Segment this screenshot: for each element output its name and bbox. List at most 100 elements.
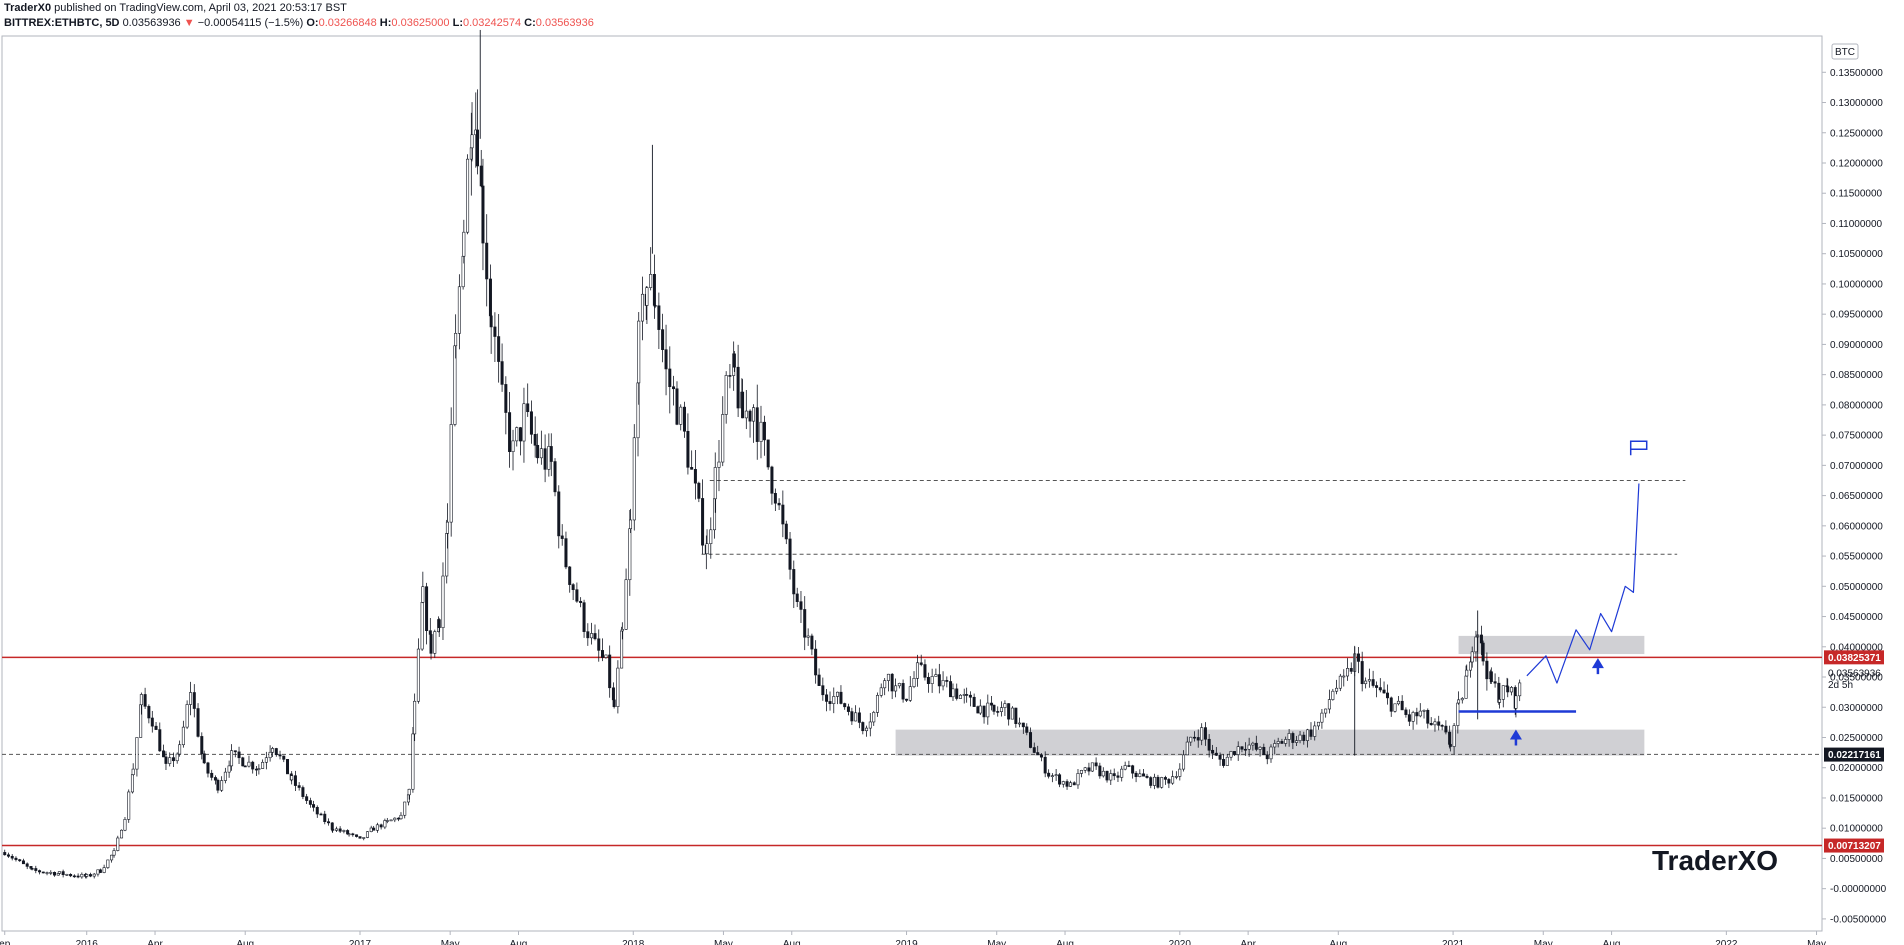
candle-body: [271, 748, 275, 753]
candle-body: [420, 601, 424, 650]
candle-body: [168, 757, 172, 764]
candle-body: [828, 701, 832, 704]
grey-zone: [1458, 635, 1645, 655]
candle-body: [748, 410, 752, 422]
candle-body: [1518, 682, 1522, 697]
candle-body: [449, 424, 453, 523]
candle-body: [334, 828, 338, 831]
watermark: TraderXO: [1652, 845, 1778, 876]
time-axis[interactable]: ep 2016 Apr Aug 2017 May Aug 2018 May Aug 2019 May A…: [0, 931, 1826, 945]
candle-body: [1225, 756, 1229, 766]
candle-body: [1364, 680, 1368, 685]
candle-body: [1174, 776, 1178, 778]
candle-body: [1468, 661, 1472, 671]
candle-body: [752, 407, 756, 422]
y-tick-label: 0.08000000: [1830, 400, 1883, 411]
price-axis[interactable]: -0.00500000 -0.00000000 0.00500000 0.010000…: [1822, 68, 1887, 926]
candle-body: [1287, 733, 1291, 740]
candle-body: [407, 788, 411, 796]
candle-body: [522, 403, 526, 442]
y-tick-label: 0.11000000: [1830, 219, 1883, 230]
current-price-label: 0.03563936: [1828, 669, 1881, 680]
y-tick-label: 0.13500000: [1830, 68, 1883, 79]
candle-body: [1116, 775, 1120, 778]
candle-body: [319, 813, 323, 816]
y-tick-label: 0.04000000: [1830, 642, 1883, 653]
candle-body: [175, 753, 179, 762]
x-tick-label: May: [1534, 939, 1553, 945]
candle-body: [185, 704, 189, 728]
candle-body: [1342, 675, 1346, 678]
candle-body: [131, 768, 135, 775]
candle-body: [282, 755, 286, 760]
plot-frame: [1, 35, 1823, 932]
x-tick-label: Apr: [147, 939, 163, 945]
candle-body: [653, 305, 657, 307]
candle-body: [362, 837, 366, 839]
candle-body: [1182, 754, 1186, 770]
candle-body: [792, 569, 796, 595]
candle-body: [243, 765, 247, 768]
candle-body: [1127, 765, 1131, 767]
candle-body: [1229, 751, 1233, 758]
candle-body: [930, 676, 934, 685]
candle-body: [1457, 699, 1461, 704]
candle-body: [1276, 741, 1280, 744]
candle-body: [98, 869, 102, 873]
candle-body: [1269, 746, 1273, 760]
candle-body: [1280, 741, 1284, 744]
candle-body: [854, 712, 858, 722]
candle-body: [192, 692, 196, 709]
candle-body: [1050, 775, 1054, 777]
candle-body: [21, 860, 25, 865]
candle-body: [264, 757, 268, 763]
candle-body: [675, 388, 679, 425]
candle-body: [261, 761, 265, 769]
candle-body: [620, 629, 624, 632]
candle-body: [493, 326, 497, 337]
candle-body: [1236, 746, 1240, 755]
currency-unit: BTC: [1835, 47, 1855, 58]
candle-body: [1156, 776, 1160, 788]
candle-body: [1465, 669, 1469, 677]
price-tag-bg: [1824, 838, 1884, 853]
candle-body: [549, 446, 553, 462]
candle-body: [1218, 755, 1222, 760]
x-tick-label: May: [441, 939, 460, 945]
candle-body: [1068, 782, 1072, 787]
candle-body: [385, 820, 389, 822]
candle-body: [721, 414, 725, 463]
candle-body: [470, 134, 474, 149]
author-name[interactable]: TraderX0: [4, 2, 52, 14]
candle-body: [608, 654, 612, 689]
candle-body: [604, 654, 608, 658]
candle-body: [1316, 721, 1320, 727]
candle-body: [1138, 773, 1142, 777]
candle-body: [1258, 746, 1262, 750]
candle-body: [645, 287, 649, 306]
candle-body: [886, 673, 890, 681]
candle-body: [80, 873, 84, 878]
candle-body: [171, 757, 175, 762]
candle-body: [1222, 759, 1226, 766]
finish-flag-icon: [1629, 440, 1648, 456]
candle-body: [1331, 690, 1335, 700]
candle-body: [147, 706, 151, 719]
candle-body: [437, 619, 441, 628]
candle-body: [582, 602, 586, 632]
candle-body: [788, 538, 792, 570]
candle-body: [1232, 751, 1236, 755]
candle-body: [1470, 651, 1474, 663]
candle-body: [143, 694, 147, 707]
y-tick-label: 0.06000000: [1830, 521, 1883, 532]
candle-body: [1185, 741, 1189, 756]
candle-body: [139, 694, 143, 706]
candle-body: [308, 800, 312, 805]
candle-body: [1054, 774, 1058, 777]
candle-body: [85, 874, 89, 877]
candle-body: [441, 575, 445, 628]
candle-body: [1083, 767, 1087, 771]
y-tick-label: 0.03000000: [1830, 703, 1883, 714]
candle-body: [986, 702, 990, 718]
